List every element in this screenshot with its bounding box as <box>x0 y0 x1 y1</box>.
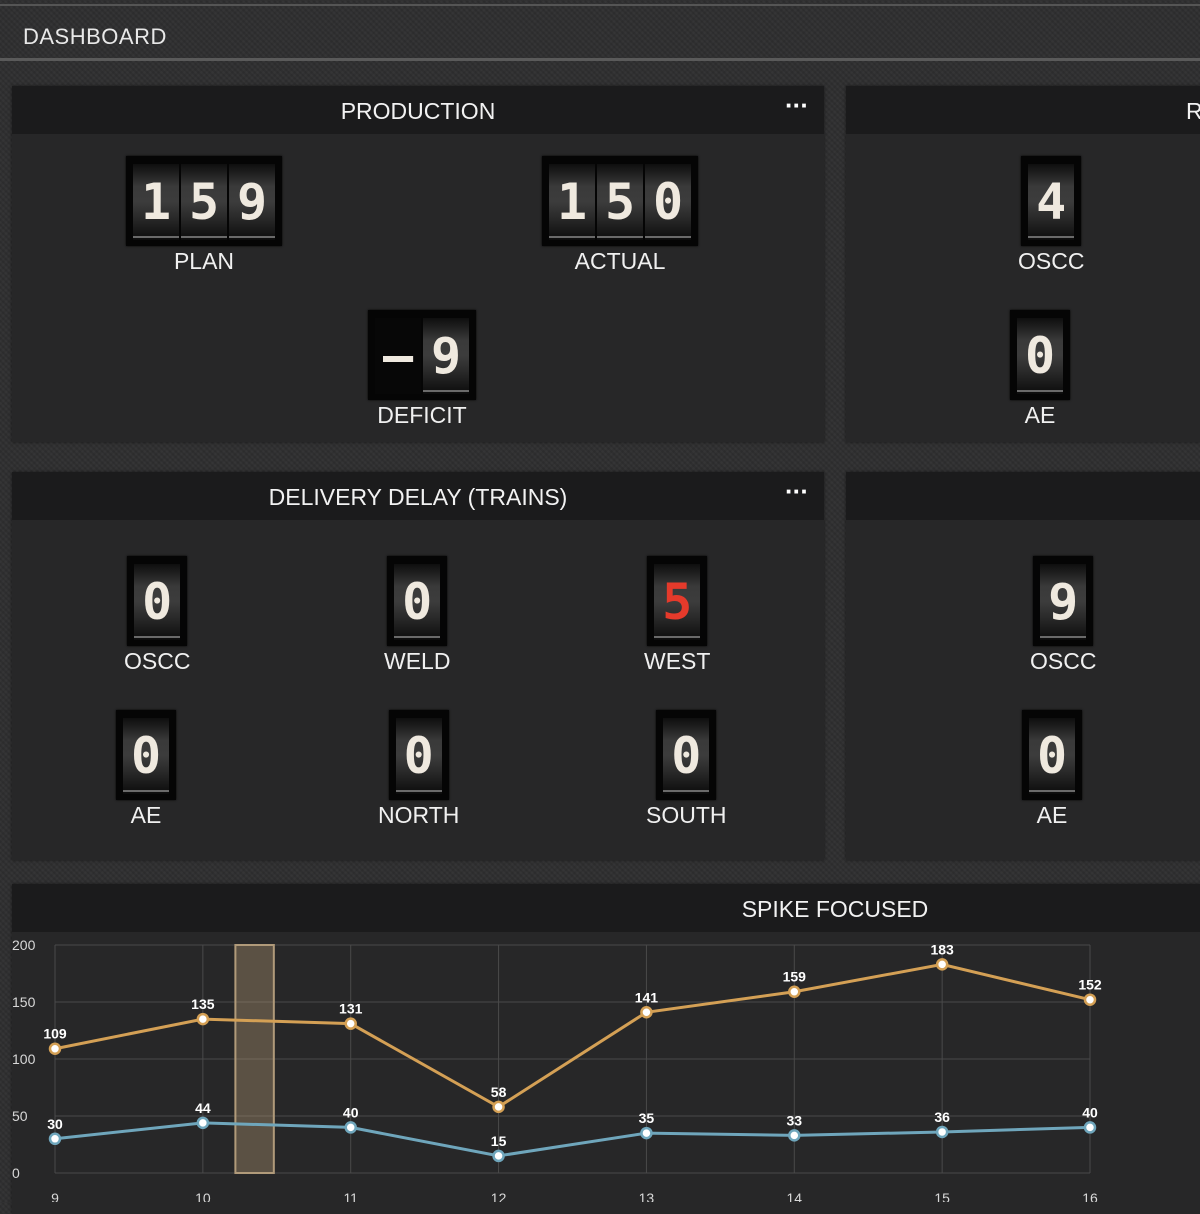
delivery-ae-label: AE <box>130 802 162 828</box>
r-oscc-digits: 4 <box>1021 156 1082 246</box>
delivery-weld-label: WELD <box>384 648 451 674</box>
counter-digit: 9 <box>423 318 469 394</box>
r-ae-digits: 0 <box>1010 310 1070 400</box>
counter-digit: 0 <box>395 718 442 794</box>
counter-digit: 4 <box>1028 164 1075 240</box>
r-oscc-label: OSCC <box>1018 248 1085 274</box>
chart-panel-header: SPIKE FOCUSED <box>12 884 1200 932</box>
chart-panel-title: SPIKE FOCUSED <box>741 896 929 922</box>
counter-digit: 5 <box>597 164 643 240</box>
counter-digit: 9 <box>229 164 275 240</box>
delivery-north-counter: 0 NORTH <box>378 710 459 829</box>
r2-ae-counter: 0 AE <box>1022 710 1082 829</box>
header-divider <box>0 58 1200 61</box>
counter-digit: 5 <box>654 564 701 640</box>
actual-label: ACTUAL <box>574 248 666 274</box>
counter-digit: 5 <box>181 164 227 240</box>
counter-digit: 0 <box>123 718 169 794</box>
r-panel-header: R <box>846 86 1200 134</box>
counter-digit: 1 <box>133 164 179 240</box>
counter-digit: 1 <box>549 164 595 240</box>
delivery-west-digits: 5 <box>647 556 708 646</box>
delivery-oscc-digits: 0 <box>127 556 188 646</box>
page-title: DASHBOARD <box>23 24 167 49</box>
delivery-panel-title: DELIVERY DELAY (TRAINS) <box>268 484 568 510</box>
delivery-south-label: SOUTH <box>646 802 727 828</box>
delivery-south-digits: 0 <box>656 710 717 800</box>
r-ae-label: AE <box>1024 402 1056 428</box>
delivery-west-label: WEST <box>644 648 711 674</box>
counter-digit: – <box>375 318 421 394</box>
r2-ae-digits: 0 <box>1022 710 1082 800</box>
deficit-counter: –9 DEFICIT <box>368 310 476 429</box>
counter-digit: 0 <box>394 564 441 640</box>
right-delivery-panel-header <box>846 472 1200 520</box>
counter-digit: 0 <box>645 164 691 240</box>
more-menu-icon[interactable]: ··· <box>785 90 809 120</box>
r2-oscc-counter: 9 OSCC <box>1030 556 1096 675</box>
counter-digit: 0 <box>663 718 710 794</box>
counter-digit: 0 <box>134 564 181 640</box>
r-oscc-counter: 4 OSCC <box>1018 156 1084 275</box>
delivery-north-digits: 0 <box>388 710 449 800</box>
counter-digit: 0 <box>1029 718 1075 794</box>
delivery-delay-panel: DELIVERY DELAY (TRAINS) ··· 0 OSCC 0 WEL… <box>12 472 824 860</box>
delivery-north-label: NORTH <box>378 802 460 828</box>
r2-oscc-digits: 9 <box>1033 556 1094 646</box>
delivery-oscc-label: OSCC <box>124 648 191 674</box>
app-header: DASHBOARD <box>0 6 1200 60</box>
r2-ae-label: AE <box>1036 802 1068 828</box>
delivery-weld-digits: 0 <box>387 556 448 646</box>
right-delivery-panel: 9 OSCC 0 AE <box>846 472 1200 860</box>
r-ae-counter: 0 AE <box>1010 310 1070 429</box>
delivery-weld-counter: 0 WELD <box>384 556 450 675</box>
counter-digit: 0 <box>1017 318 1063 394</box>
delivery-ae-digits: 0 <box>116 710 176 800</box>
deficit-digits: –9 <box>368 310 476 400</box>
spike-focused-panel: SPIKE FOCUSED <box>12 884 1200 1214</box>
delivery-west-counter: 5 WEST <box>644 556 710 675</box>
r-panel-title: R <box>1186 98 1200 124</box>
plan-label: PLAN <box>173 248 235 274</box>
top-border <box>0 4 1200 6</box>
more-menu-icon[interactable]: ··· <box>785 476 809 506</box>
production-panel-header: PRODUCTION ··· <box>12 86 824 134</box>
counter-digit: 9 <box>1040 564 1087 640</box>
delivery-ae-counter: 0 AE <box>116 710 176 829</box>
delivery-south-counter: 0 SOUTH <box>646 710 727 829</box>
r-panel: R 4 OSCC 0 AE <box>846 86 1200 442</box>
r2-oscc-label: OSCC <box>1030 648 1097 674</box>
production-panel-title: PRODUCTION <box>340 98 496 124</box>
deficit-label: DEFICIT <box>377 402 467 428</box>
delivery-panel-header: DELIVERY DELAY (TRAINS) ··· <box>12 472 824 520</box>
delivery-oscc-counter: 0 OSCC <box>124 556 190 675</box>
